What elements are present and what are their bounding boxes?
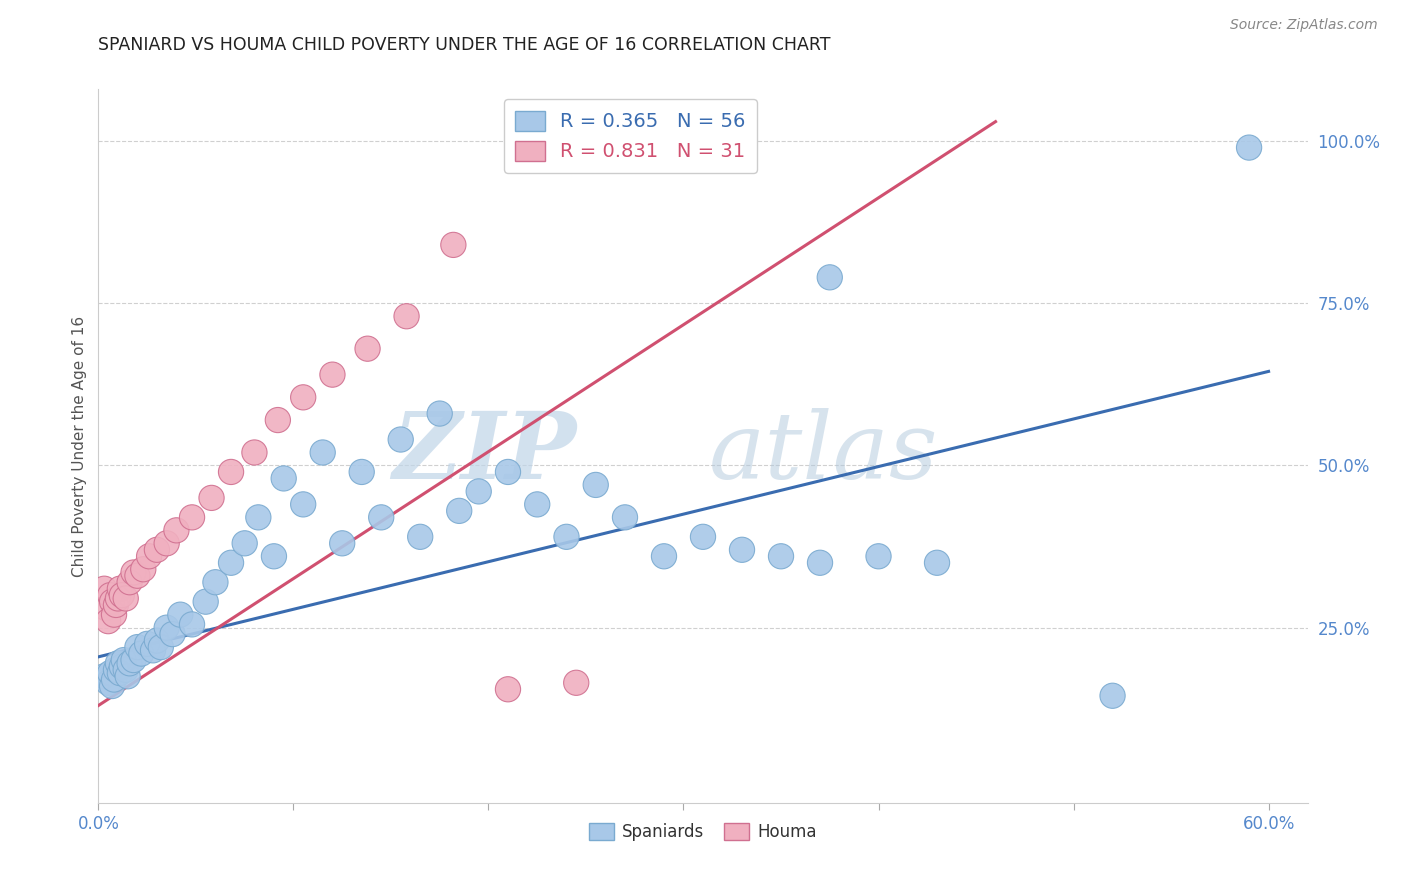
Ellipse shape	[817, 265, 842, 290]
Ellipse shape	[110, 582, 135, 607]
Ellipse shape	[141, 638, 166, 663]
Ellipse shape	[112, 657, 138, 682]
Ellipse shape	[554, 524, 579, 549]
Ellipse shape	[94, 596, 120, 621]
Ellipse shape	[394, 303, 419, 329]
Ellipse shape	[121, 648, 146, 673]
Ellipse shape	[349, 459, 374, 484]
Ellipse shape	[160, 622, 186, 647]
Ellipse shape	[96, 670, 121, 696]
Ellipse shape	[101, 667, 127, 692]
Ellipse shape	[110, 654, 135, 679]
Ellipse shape	[368, 505, 394, 530]
Ellipse shape	[408, 524, 433, 549]
Text: ZIP: ZIP	[392, 409, 576, 498]
Text: Source: ZipAtlas.com: Source: ZipAtlas.com	[1230, 18, 1378, 32]
Ellipse shape	[467, 479, 491, 504]
Ellipse shape	[180, 612, 205, 637]
Ellipse shape	[131, 557, 156, 582]
Ellipse shape	[104, 592, 128, 617]
Y-axis label: Child Poverty Under the Age of 16: Child Poverty Under the Age of 16	[72, 316, 87, 576]
Ellipse shape	[447, 499, 472, 524]
Ellipse shape	[107, 660, 132, 686]
Ellipse shape	[1236, 135, 1261, 161]
Ellipse shape	[180, 505, 205, 530]
Ellipse shape	[388, 427, 413, 452]
Ellipse shape	[769, 544, 793, 569]
Ellipse shape	[583, 473, 609, 498]
Ellipse shape	[111, 648, 136, 673]
Ellipse shape	[97, 660, 122, 686]
Ellipse shape	[427, 401, 453, 426]
Ellipse shape	[690, 524, 716, 549]
Ellipse shape	[730, 537, 755, 562]
Ellipse shape	[495, 459, 520, 484]
Ellipse shape	[148, 634, 173, 660]
Ellipse shape	[807, 550, 832, 575]
Ellipse shape	[524, 491, 550, 517]
Ellipse shape	[495, 677, 520, 702]
Ellipse shape	[271, 466, 297, 491]
Ellipse shape	[165, 517, 188, 543]
Ellipse shape	[91, 664, 117, 689]
Ellipse shape	[105, 586, 131, 611]
Ellipse shape	[155, 615, 180, 640]
Ellipse shape	[202, 570, 228, 595]
Ellipse shape	[866, 544, 891, 569]
Ellipse shape	[613, 505, 637, 530]
Text: atlas: atlas	[709, 409, 939, 498]
Ellipse shape	[262, 544, 287, 569]
Ellipse shape	[97, 582, 122, 607]
Ellipse shape	[96, 608, 121, 633]
Ellipse shape	[100, 589, 125, 615]
Ellipse shape	[291, 491, 316, 517]
Ellipse shape	[319, 362, 344, 387]
Ellipse shape	[291, 384, 316, 410]
Ellipse shape	[136, 544, 162, 569]
Text: SPANIARD VS HOUMA CHILD POVERTY UNDER THE AGE OF 16 CORRELATION CHART: SPANIARD VS HOUMA CHILD POVERTY UNDER TH…	[98, 36, 831, 54]
Legend: Spaniards, Houma: Spaniards, Houma	[582, 816, 824, 848]
Ellipse shape	[564, 670, 589, 696]
Ellipse shape	[107, 576, 132, 601]
Ellipse shape	[329, 531, 354, 556]
Ellipse shape	[167, 602, 193, 627]
Ellipse shape	[117, 651, 142, 676]
Ellipse shape	[155, 531, 180, 556]
Ellipse shape	[105, 651, 131, 676]
Ellipse shape	[135, 632, 160, 657]
Ellipse shape	[145, 628, 170, 653]
Ellipse shape	[242, 440, 267, 465]
Ellipse shape	[112, 586, 138, 611]
Ellipse shape	[232, 531, 257, 556]
Ellipse shape	[193, 589, 218, 615]
Ellipse shape	[651, 544, 676, 569]
Ellipse shape	[104, 657, 128, 682]
Ellipse shape	[218, 550, 243, 575]
Ellipse shape	[125, 563, 150, 589]
Ellipse shape	[100, 673, 125, 698]
Ellipse shape	[924, 550, 949, 575]
Ellipse shape	[311, 440, 335, 465]
Ellipse shape	[354, 336, 380, 361]
Ellipse shape	[218, 459, 243, 484]
Ellipse shape	[1099, 683, 1125, 708]
Ellipse shape	[115, 664, 141, 689]
Ellipse shape	[440, 232, 465, 258]
Ellipse shape	[117, 570, 142, 595]
Ellipse shape	[198, 485, 224, 510]
Ellipse shape	[101, 602, 127, 627]
Ellipse shape	[145, 537, 170, 562]
Ellipse shape	[91, 576, 117, 601]
Ellipse shape	[129, 641, 153, 666]
Ellipse shape	[125, 634, 150, 660]
Ellipse shape	[266, 408, 291, 433]
Ellipse shape	[121, 560, 146, 585]
Ellipse shape	[246, 505, 271, 530]
